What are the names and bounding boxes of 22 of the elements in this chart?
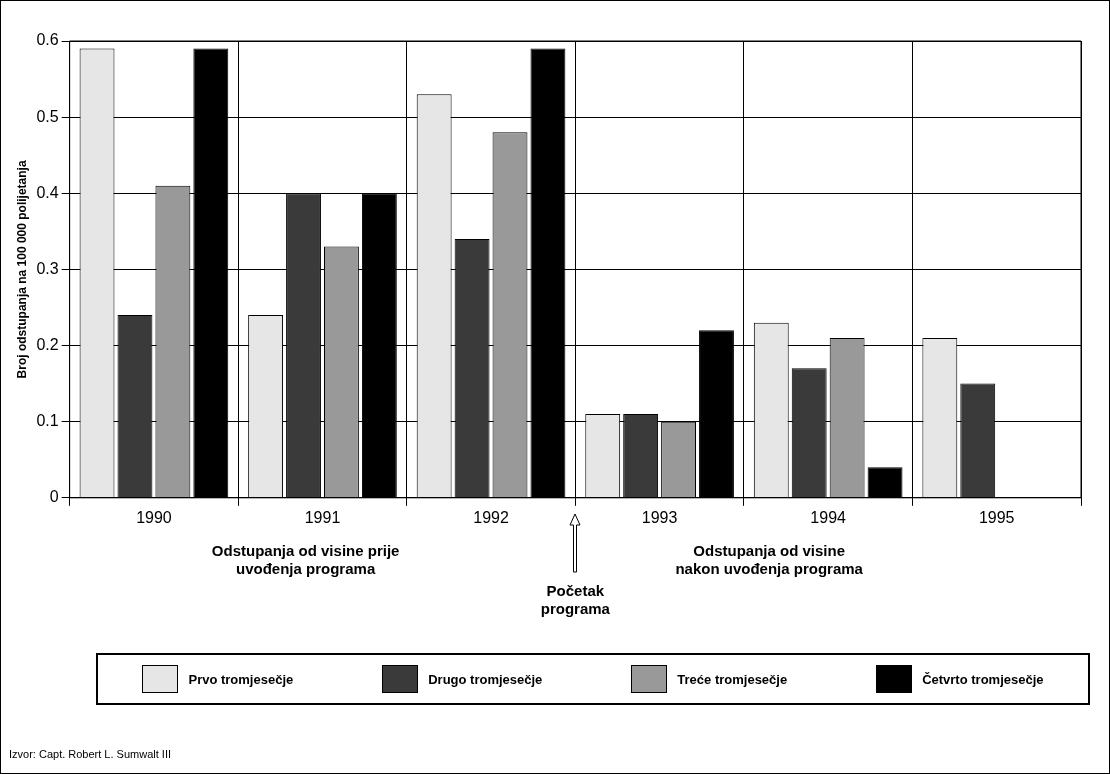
y-axis-title: Broj odstupanja na 100 000 polijetanja	[14, 160, 29, 379]
x-tick-label: 1991	[304, 508, 341, 526]
y-tick-label: 0.5	[36, 107, 59, 125]
legend-label: Prvo tromjesečje	[188, 671, 294, 687]
x-tick-label: 1990	[136, 508, 172, 526]
text: Odstupanja od visine nakon uvođenja programa	[675, 542, 864, 577]
text: Odstupanja od visine prije uvođenja programa	[211, 542, 400, 577]
x-tick-label: 1994	[810, 508, 847, 526]
legend-label: Četvrto tromjesečje	[922, 671, 1044, 687]
y-tick-label: 0.6	[36, 31, 59, 49]
legend-label: Treće tromjesečje	[677, 671, 788, 687]
text: Početak programa	[540, 582, 611, 617]
y-tick-label: 0.3	[36, 259, 59, 277]
x-tick-label: 1995	[978, 508, 1015, 526]
y-tick-label: 0.2	[36, 335, 59, 353]
legend-label: Drugo tromjesečje	[428, 671, 543, 687]
x-tick-label: 1993	[641, 508, 678, 526]
y-tick-label: 0	[49, 488, 59, 506]
text: Izvor: Capt. Robert L. Sumwalt III	[9, 748, 172, 760]
y-tick-label: 0.1	[36, 412, 59, 430]
x-tick-label: 1992	[473, 508, 509, 526]
y-tick-label: 0.4	[36, 183, 59, 201]
